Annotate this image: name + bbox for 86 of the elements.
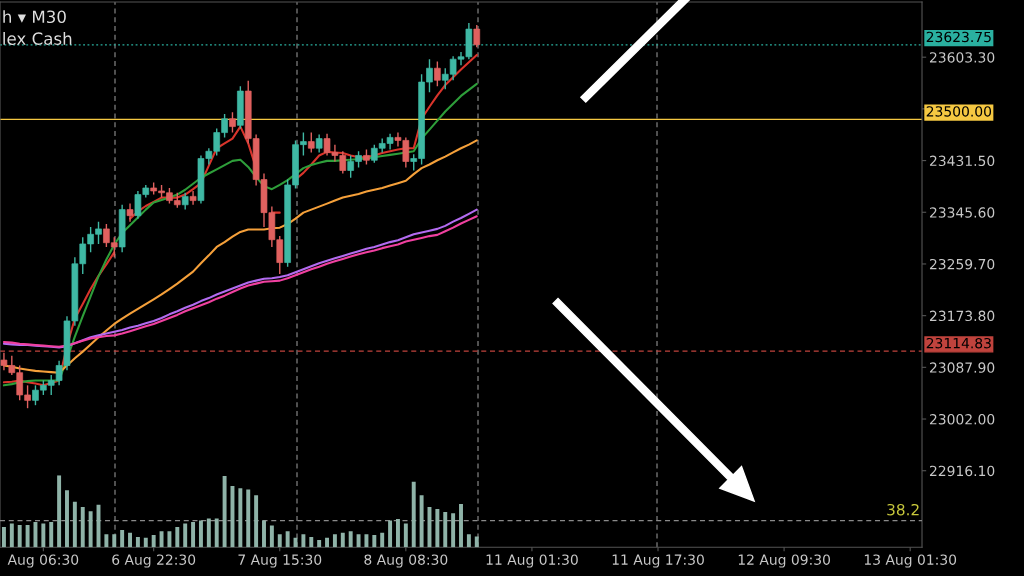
x-tick-label: 7 Aug 15:30 — [238, 554, 322, 568]
bar — [159, 531, 164, 548]
bar — [301, 534, 306, 548]
bar — [451, 513, 456, 548]
bar — [151, 534, 156, 548]
ref-line-label: 23114.83 — [926, 337, 991, 349]
bar — [135, 537, 140, 548]
x-tick-label: 11 Aug 01:30 — [486, 554, 578, 568]
y-tick-label: 23345.60 — [929, 207, 995, 218]
bar — [459, 504, 463, 548]
text: lex Cash — [3, 32, 72, 45]
bar — [49, 522, 54, 548]
bar — [238, 488, 243, 548]
bar — [167, 531, 172, 548]
y-tick-label: 23603.30 — [929, 52, 995, 63]
chart-title: h ▾ M30 — [3, 10, 66, 24]
x-tick-label: 11 Aug 17:30 — [612, 554, 704, 568]
bar — [112, 534, 117, 548]
bar — [222, 475, 227, 548]
bar — [317, 540, 322, 548]
bar — [403, 523, 408, 548]
annotation: 38.2 — [887, 503, 919, 516]
bar — [285, 531, 290, 548]
bar — [380, 532, 385, 548]
bar — [348, 531, 353, 548]
y-tick-label: 23259.70 — [929, 258, 995, 270]
x-tick-label: 12 Aug 09:30 — [738, 554, 830, 568]
bar — [388, 520, 393, 548]
candlestick — [229, 111, 236, 134]
bar — [41, 523, 46, 548]
bar — [340, 532, 345, 548]
bar — [246, 489, 251, 548]
bar — [1, 527, 6, 548]
candlestick — [315, 133, 323, 154]
bar — [17, 524, 22, 548]
bar — [33, 522, 38, 548]
bar — [80, 506, 85, 548]
bar — [419, 495, 424, 548]
bar — [332, 534, 337, 548]
bar — [254, 495, 259, 548]
y-tick-label: 23431.50 — [929, 155, 995, 167]
candlestick — [473, 24, 481, 48]
bar — [25, 524, 30, 548]
bar — [183, 523, 188, 548]
bar — [325, 537, 330, 548]
ref-line-label: 23623.75 — [926, 31, 991, 43]
y-tick-label: 23002.00 — [929, 414, 995, 425]
bar — [411, 481, 416, 548]
bar — [57, 475, 62, 548]
bar — [143, 537, 148, 548]
bar — [72, 501, 77, 548]
bar — [262, 520, 266, 548]
x-tick-label: Aug 06:30 — [7, 554, 79, 568]
candlestick — [307, 131, 315, 154]
bar — [198, 520, 203, 548]
bar — [474, 536, 479, 548]
bar — [372, 534, 377, 548]
bar — [128, 532, 132, 548]
x-tick-label: 8 Aug 08:30 — [364, 554, 448, 568]
bar — [269, 525, 274, 548]
bar — [120, 529, 125, 548]
y-tick-label: 22916.10 — [929, 465, 995, 477]
bar — [435, 509, 440, 548]
bar — [309, 537, 314, 548]
bar — [104, 534, 109, 548]
bar — [466, 534, 471, 548]
y-tick-label: 23173.80 — [929, 310, 995, 322]
bar — [356, 534, 361, 548]
candlestick — [126, 202, 134, 223]
bar — [88, 511, 93, 548]
candlestick — [434, 60, 441, 87]
bar — [214, 518, 219, 548]
bar — [443, 511, 448, 548]
x-tick-label: 6 Aug 22:30 — [112, 554, 196, 568]
candlestick — [189, 190, 197, 206]
bar — [175, 527, 180, 548]
x-tick-label: 13 Aug 01:30 — [864, 554, 957, 568]
ref-line-label: 23500.00 — [926, 106, 992, 117]
bar — [364, 534, 369, 548]
bar — [191, 522, 196, 548]
bar — [395, 519, 400, 548]
bar — [206, 518, 211, 548]
bar — [9, 523, 14, 548]
y-tick-label: 23087.90 — [929, 362, 995, 373]
bar — [65, 490, 69, 548]
bar — [277, 534, 282, 548]
